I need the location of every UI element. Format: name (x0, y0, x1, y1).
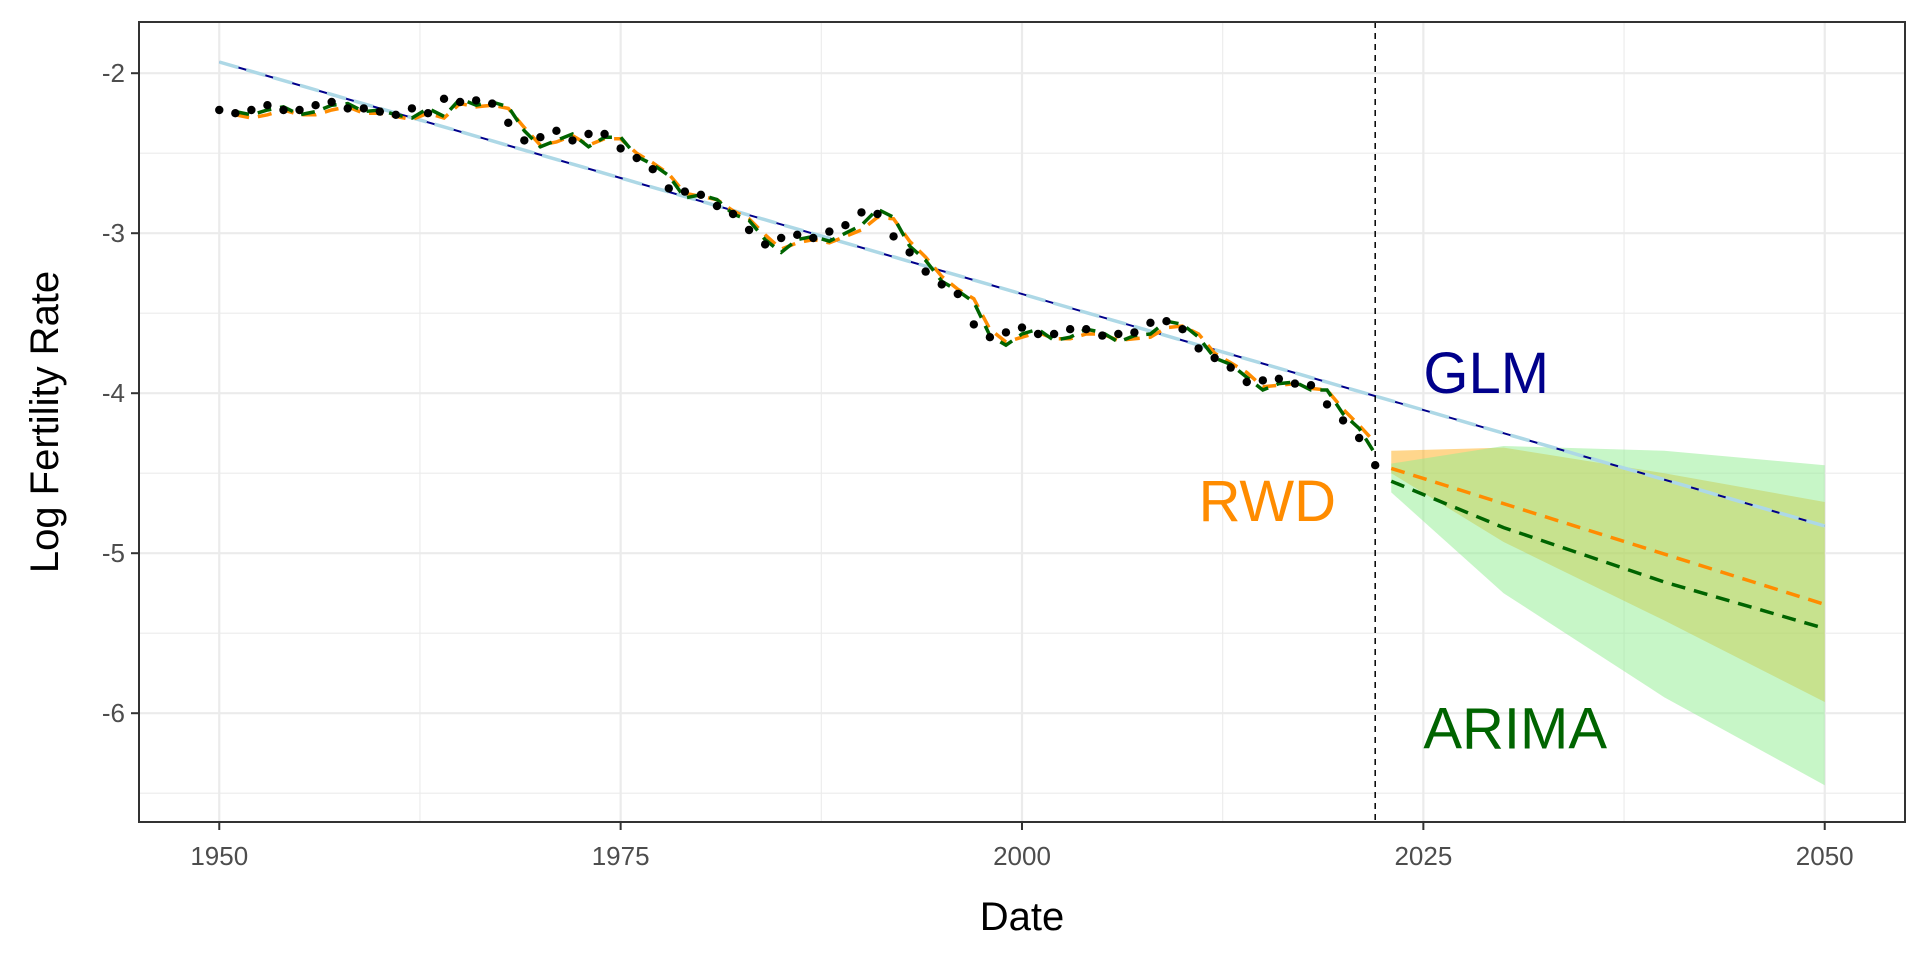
observed-point (1146, 318, 1155, 327)
observed-point (536, 133, 545, 142)
arima-label: ARIMA (1423, 696, 1607, 761)
grid-lines (139, 22, 1905, 822)
observed-point (552, 126, 561, 135)
observed-point (776, 233, 786, 243)
observed-point (279, 105, 288, 115)
observed-point (488, 99, 497, 108)
observed-point (648, 165, 657, 174)
observed-point (825, 227, 834, 236)
rwd-forecast-line (1390, 466, 1826, 607)
y-tick-label: -5 (102, 538, 125, 568)
x-tick-label: 1950 (190, 841, 248, 871)
observed-point (327, 97, 336, 107)
observed-point (1306, 381, 1316, 390)
x-axis-ticks: 1950 1975 2000 2025 2050 (190, 822, 1854, 871)
observed-point (568, 136, 577, 145)
observed-points (215, 94, 1380, 470)
arima-forecast-line (1390, 479, 1826, 631)
observed-point (391, 110, 401, 120)
observed-point (937, 280, 946, 289)
observed-point (1226, 363, 1235, 372)
observed-point (1354, 433, 1364, 443)
arima-fitted-line (234, 96, 1377, 455)
observed-point (471, 96, 481, 105)
y-tick-label: -6 (102, 698, 125, 728)
observed-point (793, 230, 802, 239)
observed-point (1338, 416, 1348, 425)
observed-point (712, 201, 722, 211)
observed-point (809, 233, 818, 243)
observed-point (1290, 379, 1300, 388)
x-tick-label: 2025 (1394, 841, 1452, 871)
observed-point (616, 144, 625, 153)
observed-point (504, 118, 513, 128)
observed-point (1210, 353, 1219, 363)
interval-bands (1391, 446, 1825, 786)
observed-point (1130, 328, 1139, 337)
observed-point (1162, 317, 1171, 326)
observed-point (873, 209, 882, 219)
observed-point (520, 136, 529, 145)
observed-point (728, 209, 738, 219)
observed-point (343, 104, 352, 113)
observed-point (1098, 331, 1107, 340)
observed-point (375, 107, 385, 116)
y-tick-label: -2 (102, 58, 125, 88)
x-tick-label: 2000 (993, 841, 1051, 871)
observed-point (953, 289, 962, 299)
observed-point (1001, 328, 1011, 337)
observed-point (905, 248, 914, 257)
observed-point (841, 221, 850, 230)
arima-interval-band (1391, 446, 1825, 786)
observed-point (696, 190, 706, 199)
observed-point (1082, 325, 1091, 334)
y-axis-ticks: -2 -3 -4 -5 -6 (102, 58, 139, 728)
observed-point (407, 104, 417, 113)
observed-point (1194, 344, 1203, 353)
observed-point (584, 129, 593, 139)
observed-point (1274, 374, 1284, 383)
glm-label: GLM (1423, 341, 1549, 406)
rwd-label: RWD (1199, 469, 1336, 534)
x-tick-label: 2050 (1796, 841, 1854, 871)
series-annotations: GLM RWD ARIMA (1199, 341, 1608, 761)
observed-point (760, 240, 770, 249)
observed-point (263, 101, 272, 110)
observed-point (1322, 400, 1332, 409)
observed-point (231, 109, 240, 118)
y-tick-label: -4 (102, 378, 125, 408)
observed-point (600, 129, 609, 139)
observed-point (1017, 323, 1027, 332)
observed-point (744, 225, 754, 235)
observed-point (889, 232, 898, 241)
observed-point (1065, 325, 1075, 334)
observed-point (311, 101, 320, 110)
observed-point (359, 104, 368, 113)
observed-point (1033, 329, 1043, 339)
observed-point (1242, 377, 1251, 387)
observed-point (1258, 376, 1268, 385)
x-tick-label: 1975 (592, 841, 650, 871)
observed-point (455, 97, 465, 107)
observed-point (247, 105, 256, 115)
observed-point (632, 153, 641, 163)
y-tick-label: -3 (102, 218, 125, 248)
y-axis-title: Log Fertility Rate (23, 271, 67, 573)
observed-point (921, 267, 930, 276)
observed-point (1114, 329, 1123, 339)
observed-point (664, 184, 673, 193)
observed-point (985, 333, 995, 342)
observed-point (1049, 329, 1059, 339)
observed-point (215, 105, 224, 115)
observed-point (680, 187, 690, 196)
x-axis-title: Date (980, 895, 1065, 939)
observed-point (857, 208, 866, 217)
observed-point (439, 94, 449, 104)
observed-point (1178, 325, 1187, 334)
glm-line (218, 61, 1826, 527)
observed-point (295, 105, 304, 115)
observed-point (423, 109, 433, 118)
observed-point (969, 320, 979, 329)
